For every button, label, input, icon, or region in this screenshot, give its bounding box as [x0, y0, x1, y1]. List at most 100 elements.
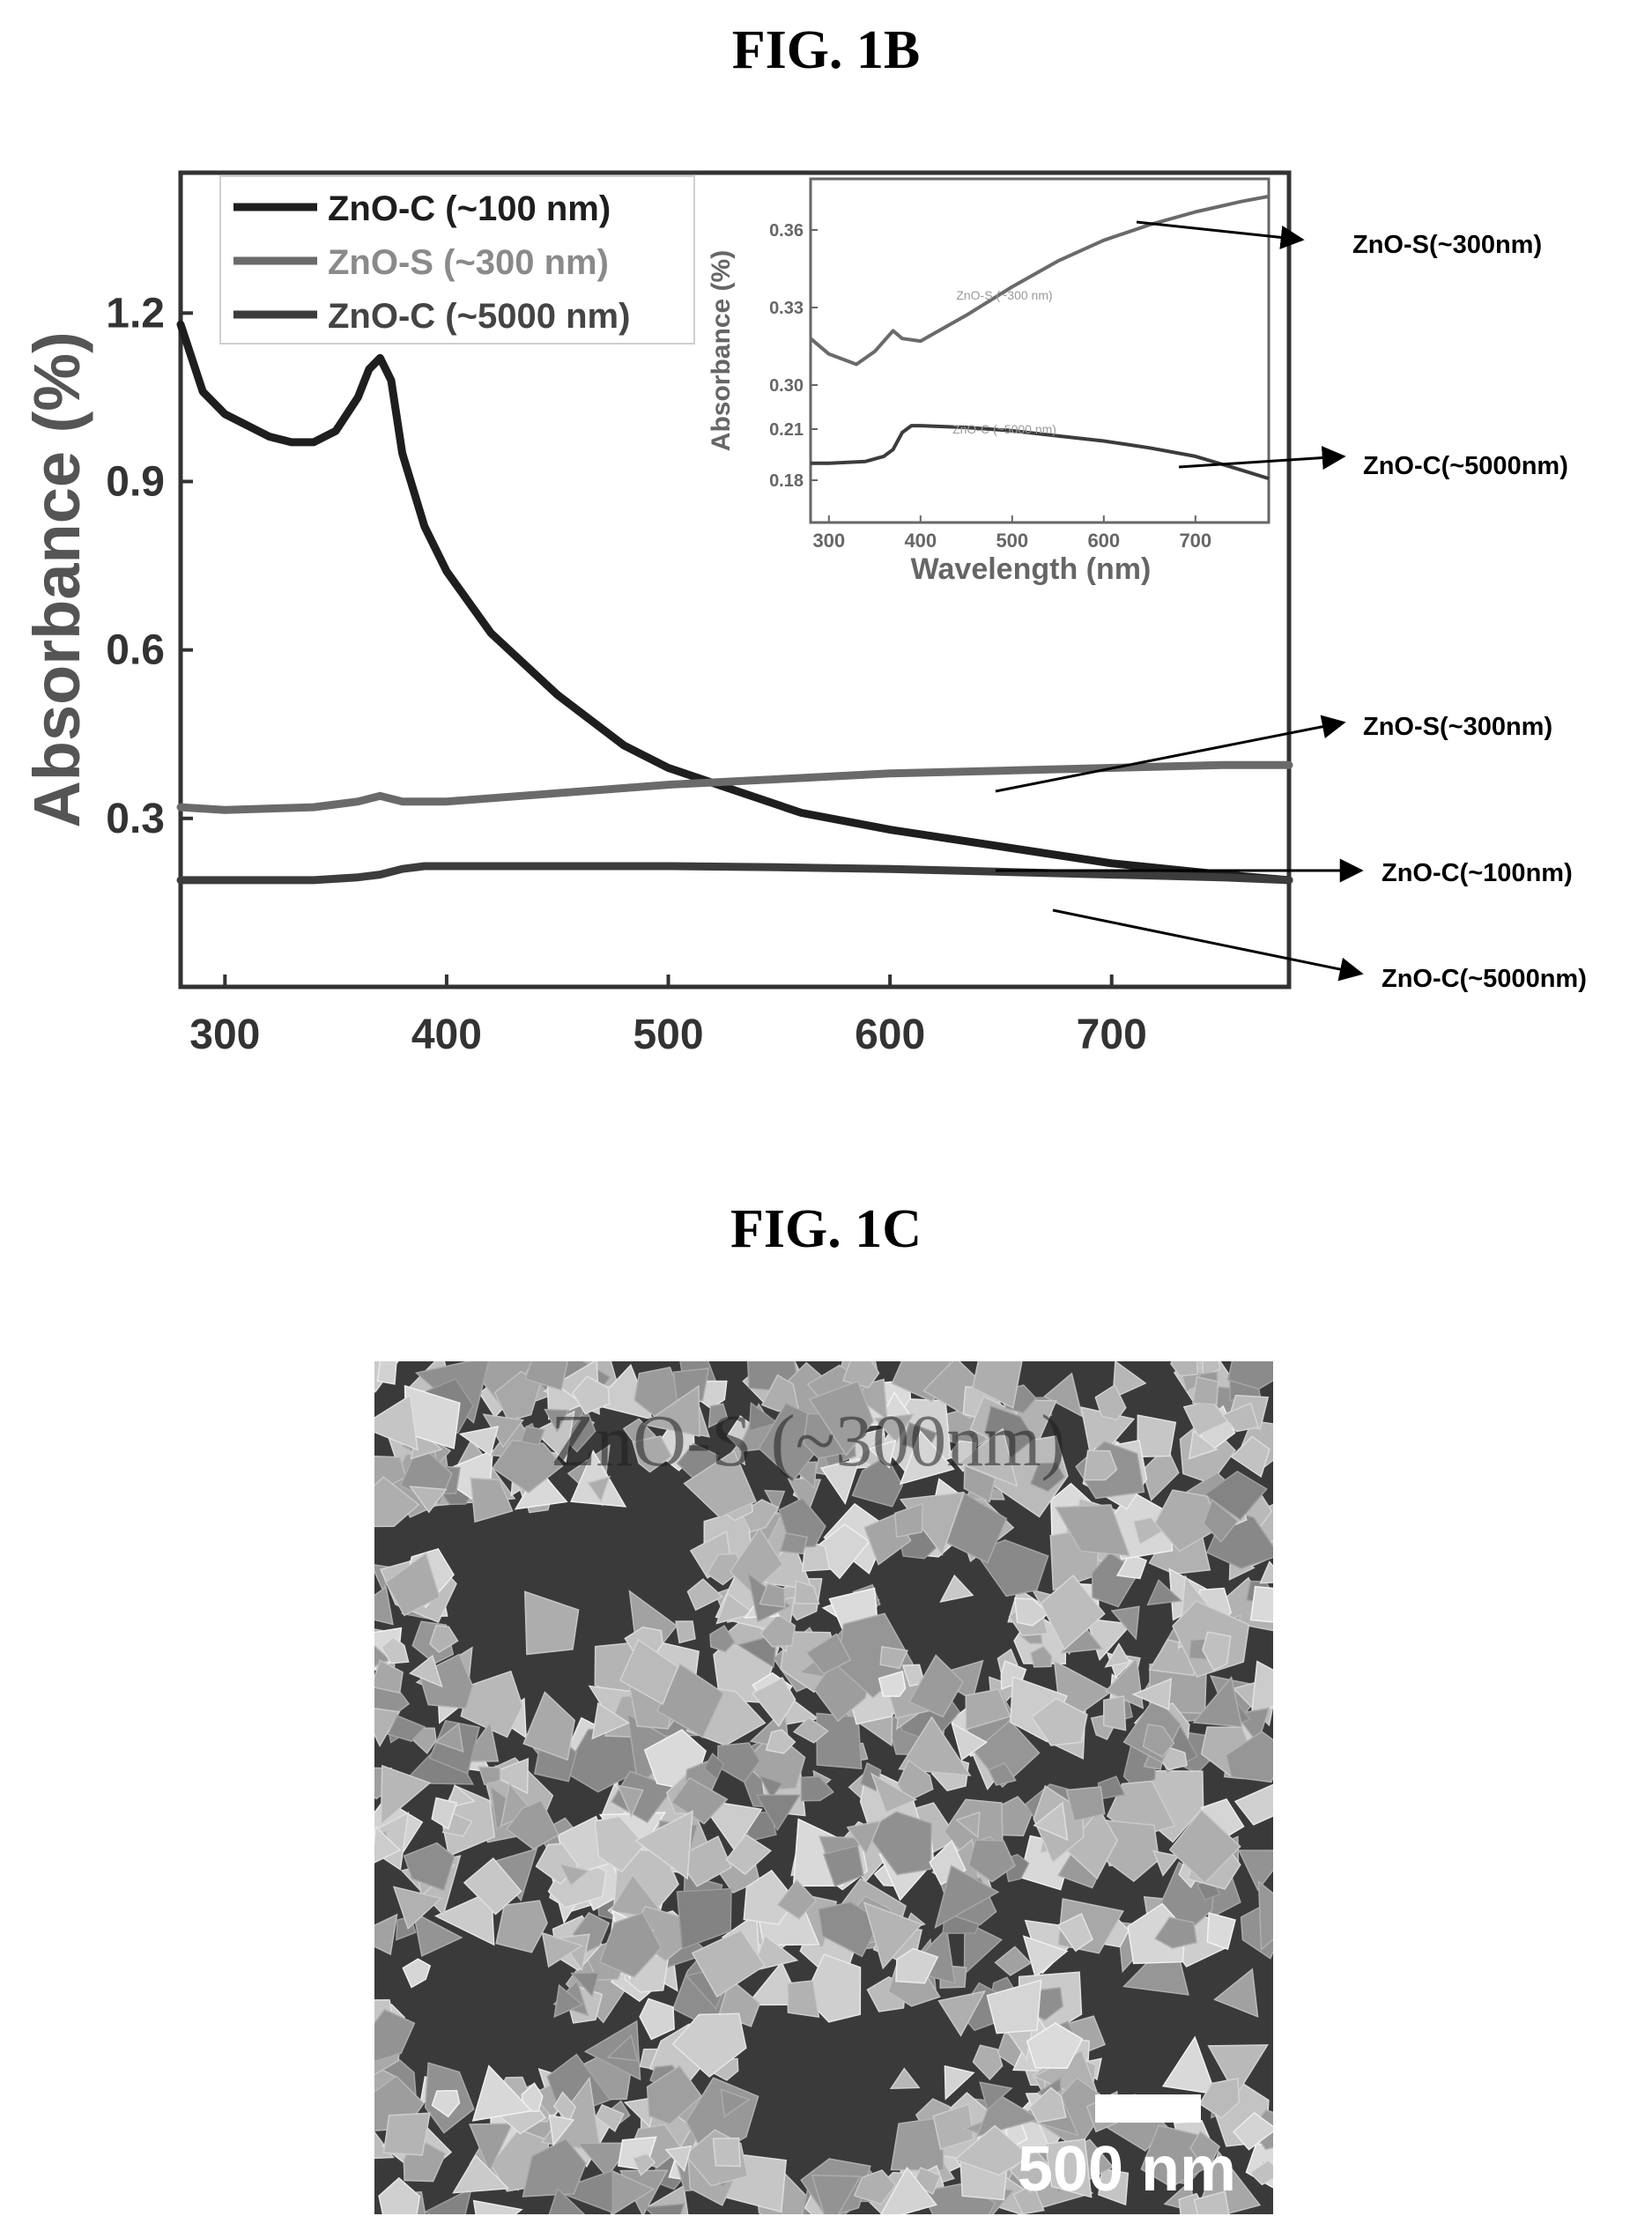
inset-background [811, 176, 1269, 529]
sem-particle [720, 2088, 752, 2118]
main-series-lines [176, 320, 1293, 885]
main-series-zno-c-100-nm [176, 320, 1293, 885]
sem-particle [765, 1729, 796, 1754]
sem-particle [1213, 1968, 1259, 2018]
sem-particle [1097, 1775, 1126, 1800]
sem-particle [378, 2176, 421, 2214]
main-plot-frame [178, 170, 1292, 989]
sem-particle [1204, 1471, 1268, 1521]
sem-particle [433, 1889, 495, 1946]
main-series-zno-c-5000-nm [176, 862, 1293, 885]
sem-particle [974, 1538, 1049, 1597]
sem-particle [879, 1646, 908, 1670]
sem-particle [1137, 1414, 1177, 1458]
sem-particle [382, 2112, 431, 2156]
sem-particle [1056, 1912, 1093, 1953]
sem-particle [1202, 1361, 1221, 1377]
sem-particle [632, 2153, 656, 2176]
sem-particle [1249, 1585, 1273, 1623]
sem-particle [1054, 1504, 1131, 1557]
sem-particle [755, 1794, 801, 1832]
sem-particle [606, 2034, 639, 2062]
sem-particle [646, 2064, 703, 2125]
sem-particle [1161, 2035, 1217, 2095]
sem-particle [1094, 1383, 1127, 1421]
inset-x-tick-label-400: 400 [904, 530, 937, 552]
sem-particle [759, 1582, 786, 1608]
sem-particle [506, 1799, 559, 1850]
sem-particle [403, 1842, 456, 1892]
sem-particle [743, 1869, 796, 1925]
sem-particle [819, 1457, 861, 1505]
sem-particle [492, 1439, 564, 1494]
main-x-ticks: 300 400 500 600 700 [189, 975, 1147, 1058]
sem-particle [986, 1979, 1042, 2035]
inset-y-tick-label-0.33: 0.33 [769, 299, 804, 318]
callout-label-inset-zno-c: ZnO-C(~5000nm) [1363, 452, 1568, 480]
sem-particle [1225, 1731, 1273, 1783]
sem-particle [709, 1625, 736, 1653]
sem-particle [908, 1654, 964, 1718]
sem-particle [571, 1375, 611, 1415]
sem-particle [1044, 2138, 1093, 2198]
sem-particle [409, 1486, 448, 1514]
callout-arrow-main-zno-c-5000 [1052, 908, 1364, 982]
sem-particle [808, 1380, 875, 1456]
sem-particle [712, 2137, 741, 2168]
sem-particle [1029, 1462, 1065, 1493]
callout-arrow-inset-zno-c [1178, 446, 1346, 471]
main-y-axis-label: Absorbance (%) [20, 331, 93, 827]
sem-particle [779, 1532, 809, 1555]
sem-particle [1097, 2168, 1130, 2206]
main-x-tick-label-600: 600 [855, 1012, 925, 1058]
sem-particle [641, 1384, 700, 1437]
main-y-tick-label-0.6: 0.6 [106, 627, 165, 674]
sem-particle [1040, 1575, 1106, 1651]
sem-particle [1207, 2044, 1269, 2097]
sem-particle [522, 1691, 576, 1761]
sem-particle [988, 1761, 1017, 1786]
sem-particle [1028, 2086, 1067, 2124]
sem-particle [594, 1815, 646, 1873]
sem-particle [901, 1664, 926, 1687]
callout-label-main-zno-s: ZnO-S(~300nm) [1363, 713, 1552, 741]
sem-particle [1104, 1642, 1131, 1668]
sem-particle [374, 1913, 398, 1956]
inset-x-ticks: 300 400 500 600 700 [812, 515, 1211, 552]
sem-particle [524, 1361, 569, 1391]
figure-1c-title: FIG. 1C [730, 1199, 922, 1259]
sem-particle [794, 1580, 820, 1605]
sem-particle [686, 1578, 724, 1612]
sem-particle [842, 1361, 880, 1389]
sem-particle [583, 2020, 641, 2081]
sem-particle [374, 1586, 394, 1626]
sem-particle [1030, 1645, 1053, 1668]
sem-particle [522, 2138, 587, 2198]
sem-particle [452, 2154, 510, 2194]
sem-particle [548, 2114, 575, 2147]
sem-particle [800, 1775, 834, 1802]
callout-label-main-zno-c-100: ZnO-C(~100nm) [1382, 859, 1573, 887]
sem-particle [1033, 1801, 1069, 1842]
sem-particle [374, 1825, 402, 1864]
sem-particle [429, 1624, 459, 1654]
sem-particle [374, 1394, 419, 1451]
main-x-tick-label-300: 300 [189, 1012, 260, 1058]
sem-particle [717, 1742, 761, 1783]
sem-particle [1257, 1879, 1273, 1952]
sem-particle [853, 2169, 897, 2205]
sem-particle [953, 2124, 1032, 2176]
inset-x-tick-label-600: 600 [1087, 530, 1120, 552]
sem-particle [890, 2116, 945, 2171]
sem-particle [1192, 1676, 1243, 1728]
sem-particle [1168, 1809, 1241, 1885]
inset-chart: Absorbance (%) Wavelength (nm) 300 400 500… [707, 176, 1270, 586]
sem-particle [1232, 2111, 1273, 2151]
callout-label-inset-zno-s: ZnO-S(~300nm) [1352, 231, 1542, 259]
sem-particle [894, 1502, 923, 1538]
sem-particle [932, 2103, 974, 2151]
sem-particle [786, 1980, 820, 2018]
inset-series-zno-c-5000-nm [811, 424, 1270, 481]
sem-particle [1030, 1697, 1088, 1746]
